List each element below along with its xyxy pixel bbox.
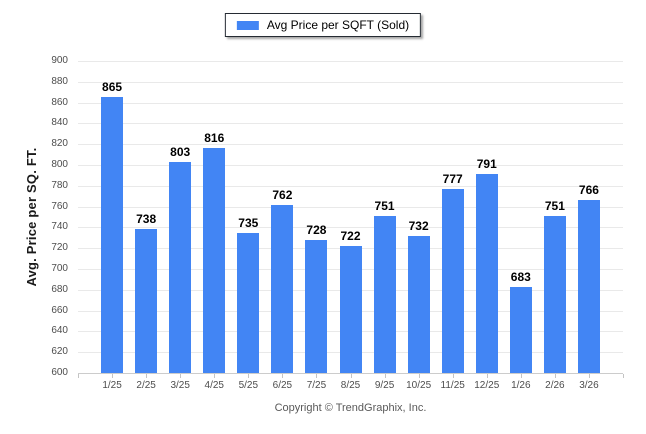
x-axis-tick-label: 3/26 <box>579 380 599 391</box>
x-axis-tick <box>78 374 79 378</box>
copyright-text: Copyright © TrendGraphix, Inc. <box>274 402 427 414</box>
y-axis-tick-label: 600 <box>51 367 68 378</box>
y-axis-tick-label: 740 <box>51 221 68 233</box>
y-axis-tick-label: 700 <box>51 263 68 274</box>
bar-value-label: 683 <box>510 269 531 284</box>
y-axis-tick-label: 900 <box>51 55 68 66</box>
bar <box>305 239 328 373</box>
legend-series-swatch-icon <box>236 20 259 30</box>
x-axis-tick-label: 1/26 <box>511 380 531 391</box>
y-axis-tick-label: 800 <box>51 159 68 170</box>
gridline <box>78 227 623 229</box>
gridline <box>78 61 623 62</box>
y-axis-tick-label: 860 <box>51 96 68 108</box>
bar-value-label: 865 <box>102 80 123 95</box>
bar-value-label: 791 <box>476 157 497 172</box>
x-axis-tick-label: 5/25 <box>238 380 259 391</box>
bar <box>203 148 226 373</box>
x-axis-tick-label: 2/25 <box>136 380 156 391</box>
gridline <box>78 185 623 187</box>
y-axis-tick-label: 620 <box>51 346 68 358</box>
gridline <box>78 165 623 166</box>
x-axis-tick <box>384 374 386 378</box>
bar-value-label: 762 <box>272 187 293 202</box>
x-axis-tick-label: 2/26 <box>545 380 565 391</box>
x-axis-tick <box>418 374 420 378</box>
bar-value-label: 766 <box>578 183 599 198</box>
bar <box>509 286 532 373</box>
legend-series-label: Avg Price per SQFT (Sold) <box>266 18 410 32</box>
x-axis-tick-label: 11/25 <box>440 380 465 391</box>
bar <box>475 174 498 373</box>
x-axis-tick-label: 3/25 <box>170 380 190 391</box>
gridline <box>78 123 623 125</box>
y-axis-tick-label: 680 <box>51 283 68 295</box>
bar <box>237 232 260 373</box>
x-axis-tick <box>554 374 556 378</box>
gridline <box>78 206 623 208</box>
gridline <box>78 102 623 104</box>
x-axis-tick-label: 8/25 <box>340 380 361 391</box>
y-axis-tick-label: 720 <box>51 242 68 254</box>
chart-legend: Avg Price per SQFT (Sold) <box>224 13 422 37</box>
bar-value-label: 722 <box>340 229 361 244</box>
bar <box>441 188 464 373</box>
x-axis-tick <box>452 374 454 378</box>
y-axis-tick-label: 840 <box>51 117 68 129</box>
bar <box>577 200 600 373</box>
x-axis-tick <box>180 374 182 378</box>
x-axis-line <box>78 373 623 374</box>
x-axis-tick <box>588 374 590 378</box>
bar <box>373 215 396 373</box>
bar <box>339 246 362 373</box>
bar <box>135 229 158 373</box>
bar <box>101 97 124 373</box>
bar-value-label: 777 <box>442 171 463 186</box>
x-axis-tick-label: 7/25 <box>306 380 327 391</box>
x-axis-tick <box>146 374 148 378</box>
bar-value-label: 732 <box>408 218 429 233</box>
x-axis-tick-label: 10/25 <box>406 380 432 391</box>
x-axis-tick <box>520 374 522 378</box>
x-axis-tick <box>316 374 318 378</box>
bar <box>271 204 294 373</box>
bar-value-label: 751 <box>544 198 565 213</box>
y-axis-tick-label: 660 <box>51 304 68 316</box>
y-axis-tick-label: 760 <box>51 200 68 212</box>
x-axis-tick <box>282 374 284 378</box>
bar <box>407 235 430 373</box>
x-axis-tick-label: 9/25 <box>374 380 395 391</box>
y-axis-tick-label: 780 <box>51 179 68 191</box>
x-axis-tick <box>623 374 624 378</box>
bar-value-label: 751 <box>374 198 395 213</box>
bar-value-label: 803 <box>170 144 191 159</box>
y-axis-tick-label: 880 <box>51 75 68 87</box>
gridline <box>78 144 623 146</box>
x-axis-tick <box>350 374 352 378</box>
bar-value-label: 728 <box>306 222 327 237</box>
x-axis-tick-label: 12/25 <box>474 380 500 391</box>
bar <box>543 215 566 373</box>
x-axis-tick <box>486 374 488 378</box>
x-axis-tick <box>248 374 250 378</box>
y-axis-tick-label: 820 <box>51 138 68 150</box>
bar-value-label: 738 <box>136 212 157 227</box>
gridline <box>78 81 623 83</box>
bar <box>169 161 192 373</box>
bar-value-label: 816 <box>204 131 225 146</box>
x-axis-tick-label: 1/25 <box>102 380 122 391</box>
y-axis-tick-label: 640 <box>51 325 68 337</box>
x-axis-tick-label: 4/25 <box>204 380 224 391</box>
x-axis-tick-label: 6/25 <box>272 380 293 391</box>
bar-value-label: 735 <box>238 215 259 230</box>
x-axis-tick <box>214 374 216 378</box>
x-axis-tick <box>112 374 114 378</box>
